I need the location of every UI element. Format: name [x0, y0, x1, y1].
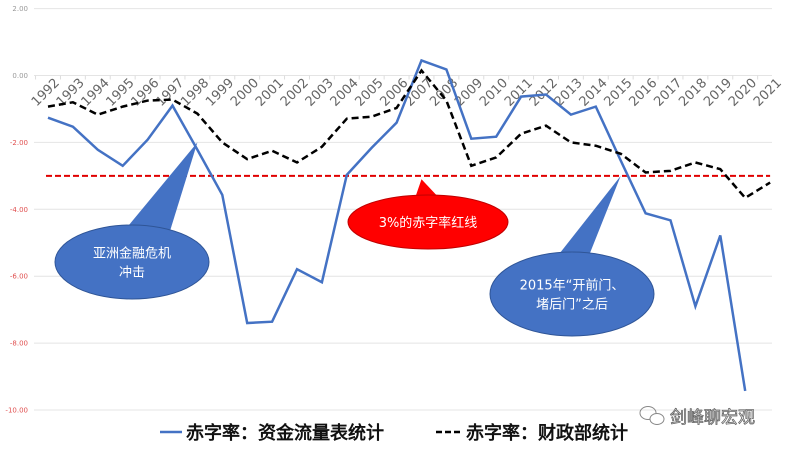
callout-tail: [124, 142, 198, 231]
x-tick-label: 2011: [502, 76, 536, 110]
callout-text: 亚洲金融危机: [93, 246, 171, 262]
x-tick-label: 2017: [651, 76, 685, 110]
x-tick-label: 1994: [79, 76, 113, 110]
y-tick-label: -4.00: [10, 206, 28, 214]
callout-bubble: 2015年“开前门、堵后门”之后: [489, 175, 655, 337]
x-tick-label: 2004: [328, 76, 362, 110]
watermark-text: 剑峰聊宏观: [670, 408, 755, 428]
series-line-mof: [47, 68, 771, 200]
y-tick-label: -6.00: [10, 273, 28, 281]
callout-text: 2015年“开前门、: [520, 278, 625, 294]
legend-label-mof: 赤字率：财政部统计: [466, 422, 628, 444]
x-tick-label: 1998: [178, 76, 212, 110]
x-tick-label: 2019: [701, 76, 735, 110]
watermark: 剑峰聊宏观: [639, 406, 755, 428]
x-tick-label: 2020: [726, 76, 760, 110]
x-tick-label: 2008: [427, 76, 461, 110]
x-tick-label: 2018: [676, 76, 710, 110]
legend-label-flow-of-funds: 赤字率：资金流量表统计: [186, 422, 384, 444]
x-tick-label: 2014: [577, 76, 611, 110]
y-axis-ticks: 2.00 0.00 -2.00 -4.00 -6.00 -8.00 -10.00: [5, 5, 28, 414]
x-tick-label: 2002: [278, 76, 312, 110]
y-tick-label: 0.00: [12, 72, 28, 80]
y-tick-label: -10.00: [5, 407, 28, 415]
y-tick-label: -2.00: [10, 139, 28, 147]
y-tick-label: -8.00: [10, 340, 28, 348]
x-tick-label: 1999: [203, 76, 237, 110]
x-tick-label: 2015: [602, 76, 636, 110]
series-lines: [47, 58, 771, 392]
legend: 赤字率：资金流量表统计 赤字率：财政部统计: [160, 422, 628, 444]
x-tick-label: 2005: [353, 76, 387, 110]
x-tick-label: 2016: [626, 76, 660, 110]
x-tick-label: 1997: [153, 76, 187, 110]
callout-text: 冲击: [119, 266, 145, 281]
x-tick-label: 1992: [29, 76, 63, 110]
x-tick-label: 2000: [228, 76, 262, 110]
callout-bubble: 3%的赤字率红线: [347, 179, 509, 250]
x-tick-label: 2009: [452, 76, 486, 110]
x-tick-label: 2003: [303, 76, 337, 110]
x-tick-label: 2006: [377, 76, 411, 110]
x-tick-label: 2010: [477, 76, 511, 110]
x-tick-label: 2012: [527, 76, 561, 110]
callout-ellipse: [54, 224, 210, 300]
wechat-icon: [639, 406, 665, 425]
callout-tail: [556, 175, 621, 258]
callout-ellipse: [347, 194, 509, 250]
callout-text: 堵后门”之后: [536, 298, 608, 313]
callout-text: 3%的赤字率红线: [379, 215, 478, 231]
x-tick-label: 2001: [253, 76, 287, 110]
x-axis-ticks: 1992199319941995199619971998199920002001…: [29, 75, 785, 110]
x-tick-label: 2021: [751, 76, 785, 110]
y-tick-label: 2.00: [12, 5, 28, 13]
callout-ellipse: [489, 251, 655, 337]
